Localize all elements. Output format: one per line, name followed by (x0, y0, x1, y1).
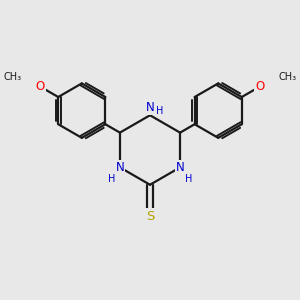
Text: O: O (35, 80, 45, 93)
Text: N: N (146, 101, 154, 114)
Text: CH₃: CH₃ (278, 72, 297, 82)
Text: S: S (146, 209, 154, 223)
Text: O: O (255, 80, 265, 93)
Text: CH₃: CH₃ (3, 72, 22, 82)
Text: N: N (116, 161, 124, 174)
Text: N: N (176, 161, 184, 174)
Text: H: H (108, 174, 116, 184)
Text: H: H (156, 106, 164, 116)
Text: H: H (184, 174, 192, 184)
